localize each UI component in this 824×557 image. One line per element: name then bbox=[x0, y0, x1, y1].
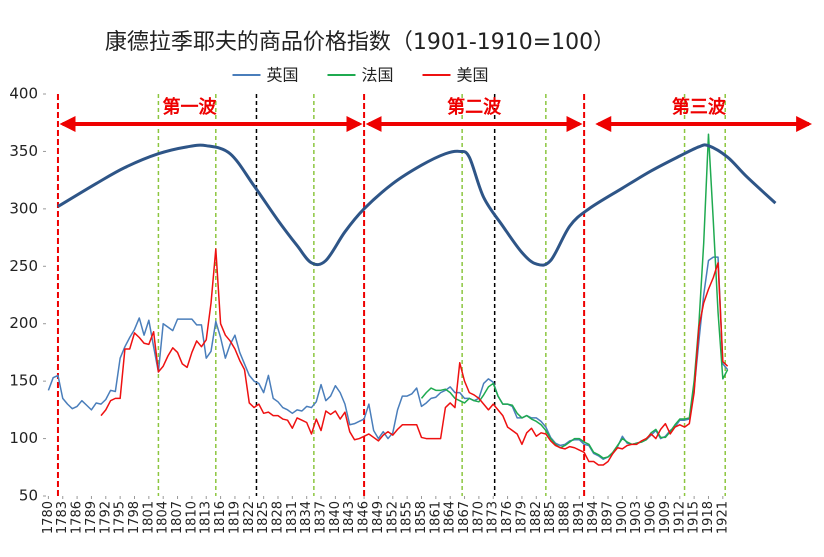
x-tick-label: 1846 bbox=[357, 501, 372, 534]
y-tick-label: 50 bbox=[19, 487, 38, 505]
x-tick-label: 1876 bbox=[500, 501, 515, 534]
x-tick-label: 1792 bbox=[98, 501, 113, 534]
x-tick-label: 1921 bbox=[715, 501, 730, 534]
x-tick-label: 1819 bbox=[227, 501, 242, 534]
x-tick-label: 1873 bbox=[486, 501, 501, 534]
x-tick-label: 1780 bbox=[41, 501, 56, 534]
x-tick-label: 1786 bbox=[70, 501, 85, 534]
series-line bbox=[420, 133, 729, 459]
x-tick-label: 1807 bbox=[170, 501, 185, 534]
y-tick-label: 350 bbox=[9, 142, 38, 160]
series-line bbox=[100, 248, 729, 466]
y-tick-label: 200 bbox=[9, 314, 38, 332]
series-line bbox=[47, 256, 729, 460]
x-tick-label: 1783 bbox=[55, 501, 70, 534]
x-tick-label: 1867 bbox=[457, 501, 472, 534]
x-tick-label: 1882 bbox=[529, 501, 544, 534]
wave-label: 第一波 bbox=[162, 96, 217, 118]
x-tick-label: 1828 bbox=[270, 501, 285, 534]
legend-label: 英国 bbox=[267, 66, 299, 85]
x-tick-label: 1795 bbox=[113, 501, 128, 534]
x-tick-label: 1900 bbox=[615, 501, 630, 534]
x-tick-label: 1834 bbox=[299, 501, 314, 534]
wave-label: 第三波 bbox=[672, 96, 727, 118]
x-tick-label: 1879 bbox=[514, 501, 529, 534]
x-tick-label: 1855 bbox=[400, 501, 415, 534]
x-tick-label: 1813 bbox=[199, 501, 214, 534]
x-tick-label: 1864 bbox=[443, 501, 458, 534]
x-tick-label: 1888 bbox=[557, 501, 572, 534]
x-tick-label: 1831 bbox=[285, 501, 300, 534]
x-tick-label: 1915 bbox=[687, 501, 702, 534]
x-tick-label: 1903 bbox=[629, 501, 644, 534]
x-tick-label: 1837 bbox=[314, 501, 329, 534]
x-tick-label: 1852 bbox=[385, 501, 400, 534]
x-tick-label: 1822 bbox=[242, 501, 257, 534]
x-tick-label: 1789 bbox=[84, 501, 99, 534]
x-tick-label: 1849 bbox=[371, 501, 386, 534]
y-tick-label: 100 bbox=[9, 429, 38, 447]
x-tick-label: 1891 bbox=[572, 501, 587, 534]
x-tick-label: 1858 bbox=[414, 501, 429, 534]
wave-label: 第二波 bbox=[447, 96, 502, 118]
x-tick-label: 1909 bbox=[658, 501, 673, 534]
chart-title: 康德拉季耶夫的商品价格指数（1901-1910=100） bbox=[105, 30, 615, 55]
x-tick-label: 1918 bbox=[701, 501, 716, 534]
x-tick-label: 1897 bbox=[601, 501, 616, 534]
x-tick-label: 1798 bbox=[127, 501, 142, 534]
x-tick-label: 1825 bbox=[256, 501, 271, 534]
legend-label: 法国 bbox=[362, 66, 394, 85]
legend-label: 美国 bbox=[457, 66, 489, 85]
x-tick-label: 1861 bbox=[428, 501, 443, 534]
x-tick-label: 1804 bbox=[156, 501, 171, 534]
wave-curve bbox=[57, 143, 777, 267]
x-tick-label: 1894 bbox=[586, 501, 601, 534]
x-tick-label: 1801 bbox=[141, 501, 156, 534]
y-tick-label: 300 bbox=[9, 199, 38, 217]
x-tick-label: 1840 bbox=[328, 501, 343, 534]
x-tick-label: 1870 bbox=[471, 501, 486, 534]
y-tick-label: 400 bbox=[9, 85, 38, 103]
x-tick-label: 1816 bbox=[213, 501, 228, 534]
y-tick-label: 250 bbox=[9, 257, 38, 275]
x-tick-label: 1912 bbox=[672, 501, 687, 534]
x-tick-label: 1843 bbox=[342, 501, 357, 534]
x-tick-label: 1885 bbox=[543, 501, 558, 534]
y-tick-label: 150 bbox=[9, 372, 38, 390]
x-tick-label: 1906 bbox=[644, 501, 659, 534]
x-tick-label: 1810 bbox=[184, 501, 199, 534]
